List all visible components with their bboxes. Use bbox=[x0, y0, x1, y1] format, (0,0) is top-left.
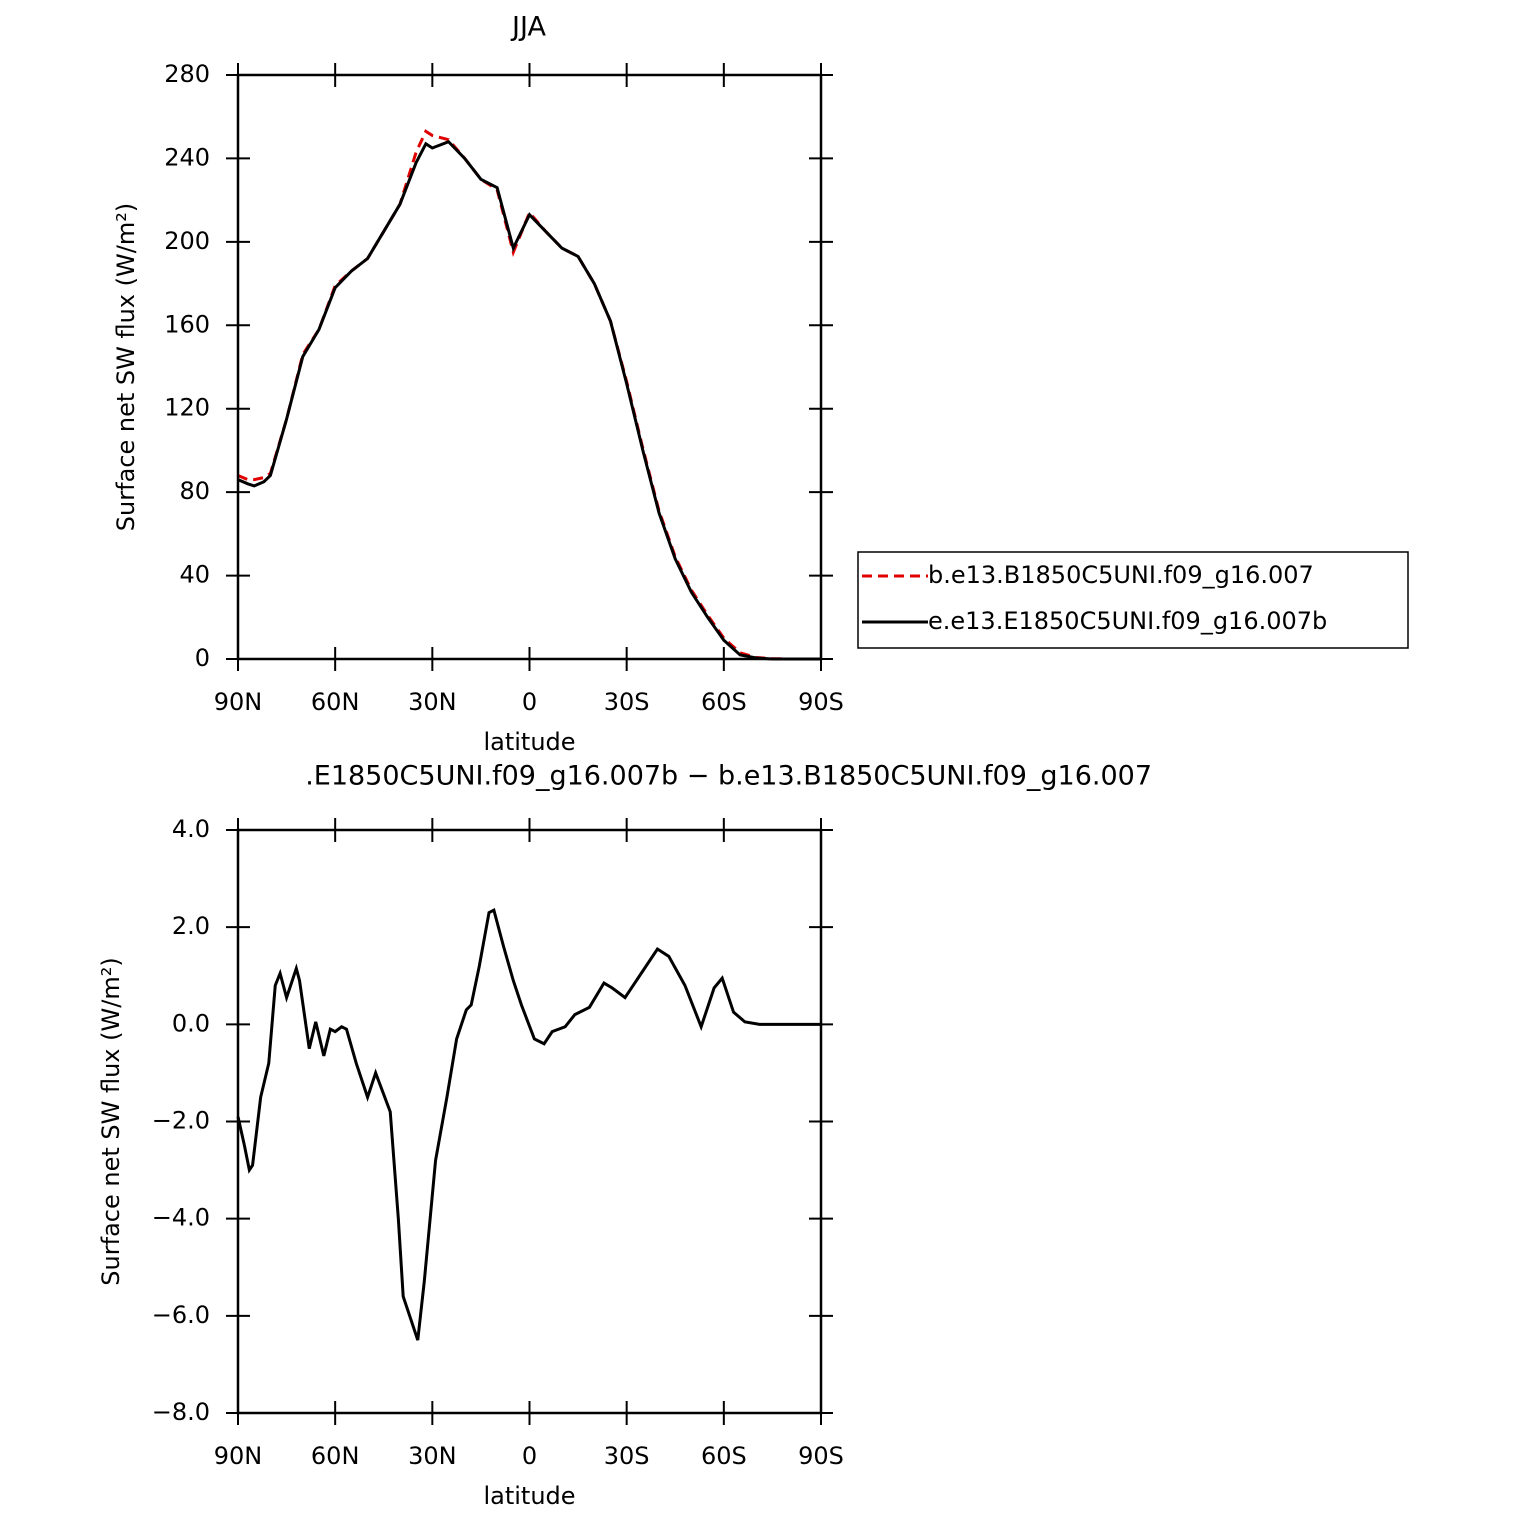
x-tick-label: 90N bbox=[214, 1442, 263, 1470]
y-tick-label: 160 bbox=[164, 310, 210, 338]
data-line bbox=[237, 139, 821, 661]
y-tick-label: 280 bbox=[164, 60, 210, 88]
legend-label: b.e13.B1850C5UNI.f09_g16.007 bbox=[928, 561, 1314, 589]
x-tick-label: 30N bbox=[408, 688, 457, 716]
y-tick-label: −4.0 bbox=[152, 1204, 210, 1232]
x-tick-label: 60S bbox=[701, 1442, 747, 1470]
y-tick-label: 4.0 bbox=[172, 815, 210, 843]
chart-title: JJA bbox=[510, 12, 546, 43]
plot-frame bbox=[236, 73, 823, 661]
plot-frame bbox=[236, 828, 823, 1415]
y-tick-label: 0 bbox=[195, 644, 210, 672]
x-tick-label: 0 bbox=[522, 1442, 537, 1470]
y-tick-label: 40 bbox=[179, 561, 210, 589]
y-tick-label: 0.0 bbox=[172, 1009, 210, 1037]
data-line bbox=[237, 129, 821, 661]
x-tick-label: 60N bbox=[311, 688, 360, 716]
y-tick-label: −6.0 bbox=[152, 1301, 210, 1329]
x-tick-label: 90N bbox=[214, 688, 263, 716]
y-tick-label: 240 bbox=[164, 143, 210, 171]
y-axis-label: Surface net SW flux (W/m²) bbox=[112, 203, 140, 531]
chart-title: .E1850C5UNI.f09_g16.007b − b.e13.B1850C5… bbox=[305, 761, 1152, 792]
x-tick-label: 30S bbox=[604, 1442, 650, 1470]
x-axis-label: latitude bbox=[483, 1482, 575, 1510]
y-tick-label: −2.0 bbox=[152, 1107, 210, 1135]
y-tick-label: −8.0 bbox=[152, 1398, 210, 1426]
legend-label: e.e13.E1850C5UNI.f09_g16.007b bbox=[928, 607, 1327, 635]
y-tick-label: 80 bbox=[179, 477, 210, 505]
x-tick-label: 30S bbox=[604, 688, 650, 716]
x-axis-label: latitude bbox=[483, 728, 575, 756]
x-tick-label: 90S bbox=[798, 688, 844, 716]
y-tick-label: 2.0 bbox=[172, 912, 210, 940]
y-tick-label: 200 bbox=[164, 227, 210, 255]
x-tick-label: 60N bbox=[311, 1442, 360, 1470]
y-tick-label: 120 bbox=[164, 394, 210, 422]
x-tick-label: 60S bbox=[701, 688, 747, 716]
x-tick-label: 90S bbox=[798, 1442, 844, 1470]
data-line bbox=[236, 907, 821, 1341]
x-tick-label: 30N bbox=[408, 1442, 457, 1470]
legend-box bbox=[857, 551, 1409, 649]
y-axis-label: Surface net SW flux (W/m²) bbox=[97, 957, 125, 1285]
x-tick-label: 0 bbox=[522, 688, 537, 716]
